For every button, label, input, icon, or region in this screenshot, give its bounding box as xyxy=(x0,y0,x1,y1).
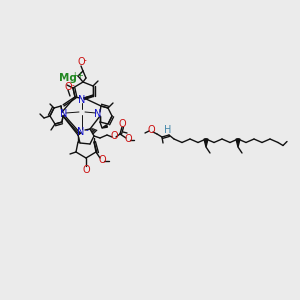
Text: N: N xyxy=(77,127,85,137)
Text: O: O xyxy=(147,125,155,135)
Text: O: O xyxy=(124,134,132,144)
Text: O: O xyxy=(82,165,90,175)
Text: O: O xyxy=(64,82,72,92)
Text: Mg: Mg xyxy=(59,73,77,83)
Text: N: N xyxy=(94,109,102,119)
Text: -: - xyxy=(84,56,86,65)
Text: -: - xyxy=(72,82,74,91)
Text: O: O xyxy=(110,131,118,141)
Text: H: H xyxy=(164,125,172,135)
Polygon shape xyxy=(236,139,240,147)
Text: O: O xyxy=(77,57,85,67)
Text: ++: ++ xyxy=(72,71,84,80)
Text: -: - xyxy=(85,127,88,136)
Text: N: N xyxy=(60,109,68,119)
Text: O: O xyxy=(98,155,106,165)
Text: O: O xyxy=(118,119,126,129)
Polygon shape xyxy=(102,125,107,128)
Text: N: N xyxy=(78,95,86,105)
Polygon shape xyxy=(204,139,208,147)
